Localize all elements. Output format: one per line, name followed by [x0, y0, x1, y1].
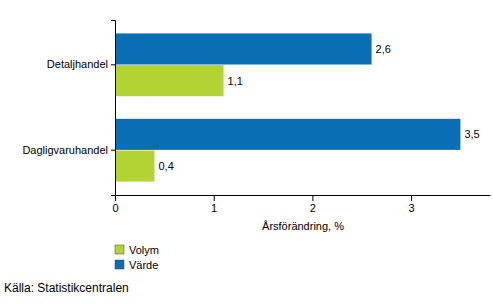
x-axis-title: Årsförändring, % — [262, 220, 344, 232]
x-axis-line — [116, 195, 491, 196]
legend-label: Volym — [129, 244, 159, 256]
y-axis-line — [111, 21, 116, 196]
y-tick-line — [111, 150, 115, 151]
bars — [115, 33, 460, 181]
x-tick-line — [214, 195, 215, 201]
legend-item: Volym — [115, 244, 159, 256]
legend-label: Värde — [129, 259, 158, 271]
bar — [115, 33, 372, 64]
data-label: 2,6 — [376, 43, 391, 55]
legend-item: Värde — [115, 259, 158, 271]
y-tick-line — [111, 64, 115, 65]
category-label: Dagligvaruhandel — [22, 144, 108, 156]
data-label: 3,5 — [464, 128, 479, 140]
data-label: 1,1 — [228, 75, 243, 87]
x-tick-line — [312, 195, 313, 201]
bar — [115, 119, 460, 150]
x-tick-label: 0 — [112, 202, 118, 214]
bar — [115, 150, 154, 181]
x-tick: 2 — [310, 195, 316, 214]
x-tick-label: 1 — [211, 202, 217, 214]
plot: 1,1 0,4 2,6 3,5 0 1 2 3 Detaljhandel Dagligvaruha… — [22, 21, 490, 214]
legend-swatch — [115, 245, 124, 254]
data-label: 0,4 — [158, 160, 173, 172]
x-tick: 0 — [112, 195, 118, 214]
legend: Volym Värde — [115, 244, 159, 271]
y-tick: Detaljhandel — [47, 58, 115, 70]
data-labels: 1,1 0,4 2,6 3,5 — [158, 43, 479, 172]
x-tick-line — [411, 195, 412, 201]
source: Källa: Statistikcentralen — [4, 281, 129, 295]
x-axis: 0 1 2 3 — [112, 195, 490, 214]
x-tick-label: 2 — [310, 202, 316, 214]
y-axis: Detaljhandel Dagligvaruhandel — [22, 21, 115, 196]
chart: 1,1 0,4 2,6 3,5 0 1 2 3 Detaljhandel Dagligvaruha… — [0, 0, 493, 304]
category-label: Detaljhandel — [47, 58, 108, 70]
x-tick-label: 3 — [408, 202, 414, 214]
y-tick: Dagligvaruhandel — [22, 144, 115, 156]
legend-swatch — [115, 260, 124, 269]
x-tick: 3 — [408, 195, 414, 214]
x-tick: 1 — [211, 195, 217, 214]
bar — [115, 65, 224, 96]
